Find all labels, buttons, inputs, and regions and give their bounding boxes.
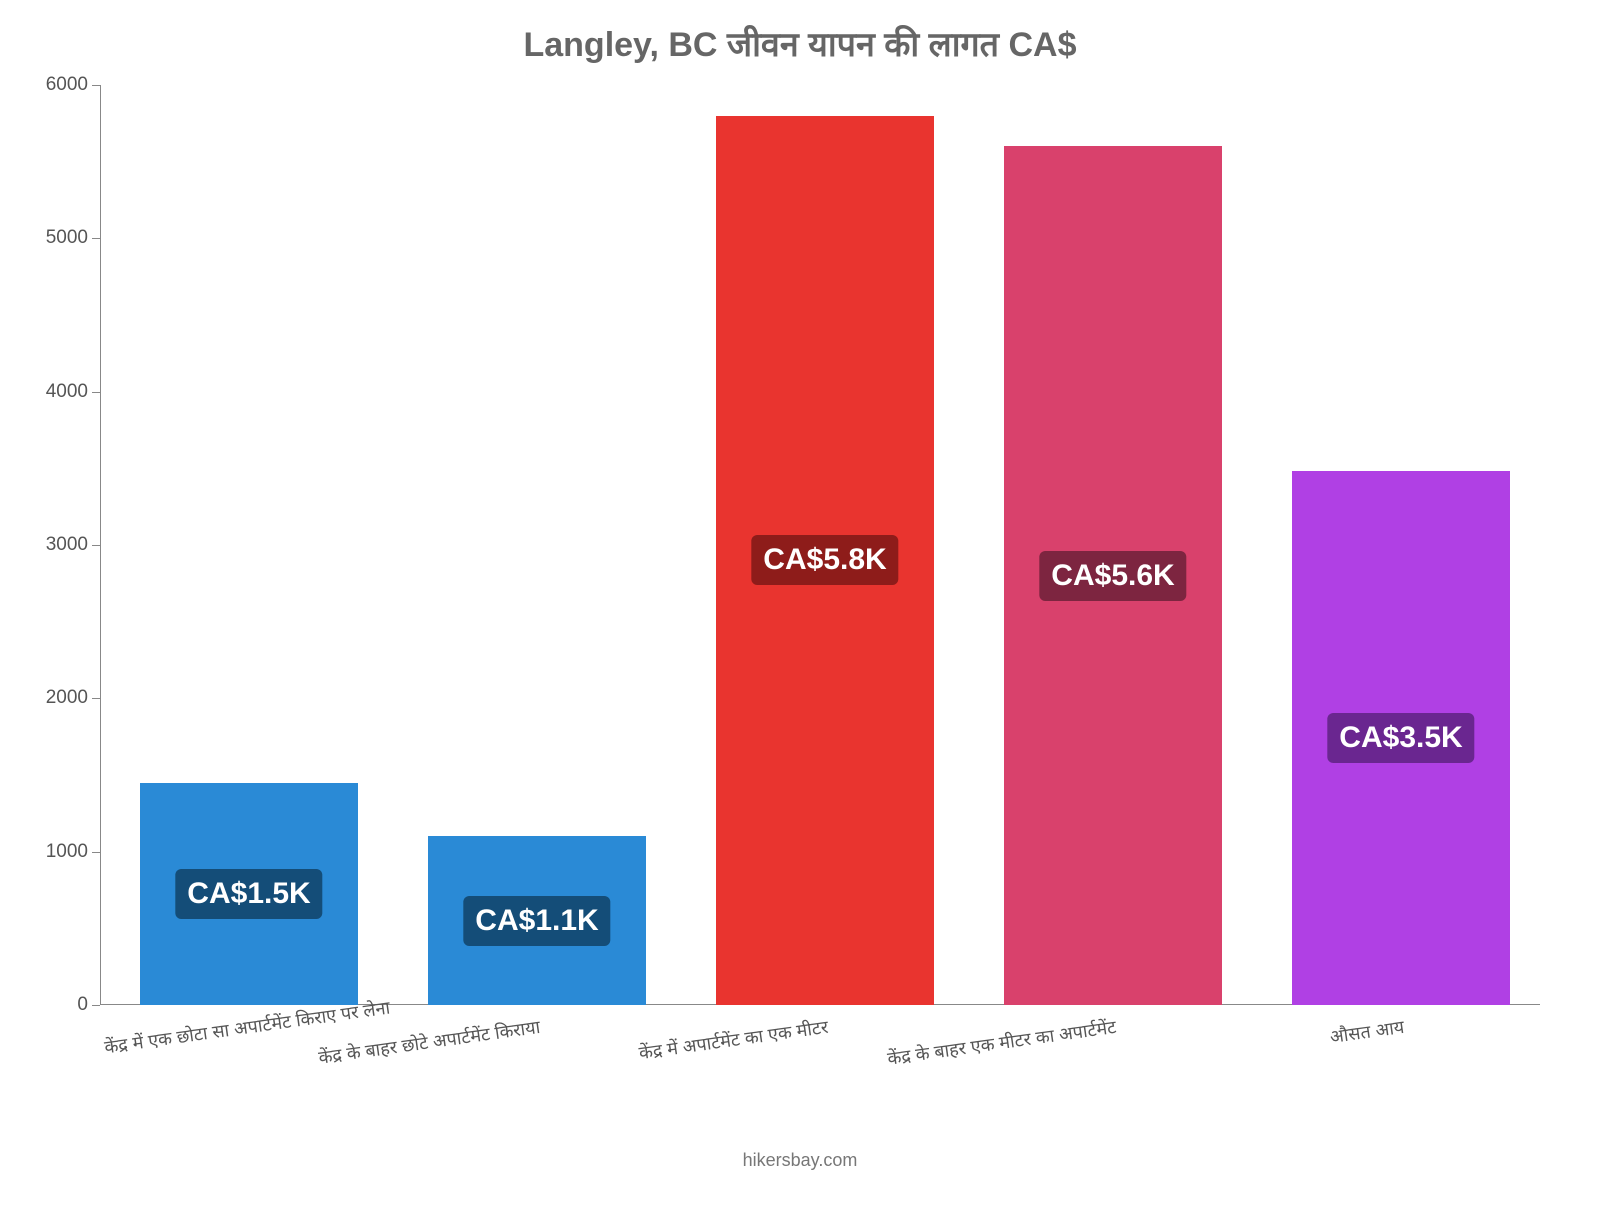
- bar-value-label-text: CA$1.1K: [475, 904, 598, 937]
- bar-value-label: CA$3.5K: [1327, 713, 1474, 763]
- bar-value-label: CA$5.6K: [1039, 551, 1186, 601]
- bar-value-label: CA$1.5K: [175, 869, 322, 919]
- y-tick-label: 6000: [46, 74, 100, 96]
- y-tick-label: 5000: [46, 227, 100, 249]
- bar-value-label-text: CA$5.6K: [1051, 559, 1174, 592]
- y-axis: [100, 85, 101, 1005]
- y-tick-label: 3000: [46, 534, 100, 556]
- bar-value-label: CA$5.8K: [751, 535, 898, 585]
- bar-value-label-text: CA$3.5K: [1339, 721, 1462, 754]
- y-tick-label: 4000: [46, 381, 100, 403]
- y-tick-label: 0: [77, 994, 100, 1016]
- plot-area: 0100020003000400050006000CA$1.5Kकेंद्र म…: [100, 85, 1540, 1005]
- chart-container: Langley, BC जीवन यापन की लागत CA$ 010002…: [0, 0, 1600, 1200]
- bar-value-label-text: CA$5.8K: [763, 543, 886, 576]
- bar-value-label-text: CA$1.5K: [187, 877, 310, 910]
- bar-value-label: CA$1.1K: [463, 896, 610, 946]
- attribution-text: hikersbay.com: [0, 1150, 1600, 1171]
- y-tick-label: 2000: [46, 687, 100, 709]
- y-tick-label: 1000: [46, 841, 100, 863]
- chart-title: Langley, BC जीवन यापन की लागत CA$: [0, 20, 1600, 66]
